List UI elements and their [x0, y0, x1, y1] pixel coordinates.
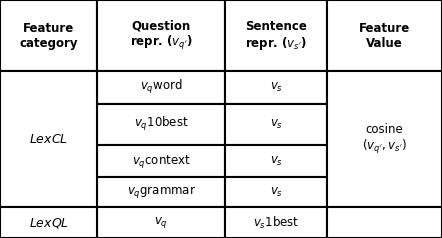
Text: Feature
Value: Feature Value: [359, 22, 410, 50]
Bar: [225, 177, 327, 207]
Bar: [327, 0, 442, 71]
Bar: [225, 71, 327, 104]
Text: $LexCL$: $LexCL$: [29, 133, 68, 146]
Bar: [327, 207, 442, 238]
Bar: [0, 207, 97, 238]
Bar: [0, 0, 97, 71]
Bar: [97, 104, 225, 145]
Bar: [327, 71, 442, 207]
Text: $v_q$: $v_q$: [154, 215, 168, 230]
Bar: [0, 71, 97, 207]
Bar: [225, 207, 327, 238]
Text: $v_s$: $v_s$: [270, 118, 283, 131]
Text: $v_s$1best: $v_s$1best: [253, 214, 299, 231]
Bar: [225, 104, 327, 145]
Bar: [97, 177, 225, 207]
Text: $LexQL$: $LexQL$: [29, 216, 69, 229]
Text: Sentence
repr. ($v_{s'}$): Sentence repr. ($v_{s'}$): [245, 20, 307, 52]
Text: Question
repr. ($v_{q'}$): Question repr. ($v_{q'}$): [130, 19, 193, 52]
Text: $v_s$: $v_s$: [270, 81, 283, 94]
Text: $v_q$10best: $v_q$10best: [134, 115, 189, 133]
Text: $v_q$grammar: $v_q$grammar: [127, 184, 196, 200]
Text: cosine
$(v_{q'}, v_{s'})$: cosine $(v_{q'}, v_{s'})$: [362, 123, 407, 156]
Text: $v_q$context: $v_q$context: [132, 153, 191, 170]
Bar: [97, 145, 225, 177]
Bar: [97, 207, 225, 238]
Bar: [97, 0, 225, 71]
Bar: [97, 71, 225, 104]
Text: $v_s$: $v_s$: [270, 186, 283, 199]
Text: Feature
category: Feature category: [19, 22, 78, 50]
Bar: [225, 0, 327, 71]
Bar: [225, 145, 327, 177]
Text: $v_q$word: $v_q$word: [140, 79, 183, 96]
Text: $v_s$: $v_s$: [270, 155, 283, 168]
